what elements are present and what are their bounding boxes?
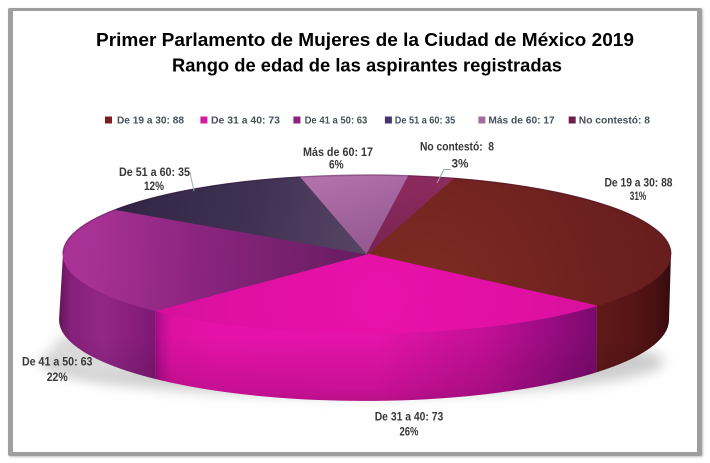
svg-text:Más de 60: 17: Más de 60: 17 bbox=[303, 145, 373, 159]
svg-text:De 19 a 30: 88: De 19 a 30: 88 bbox=[605, 176, 673, 190]
svg-text:De 51 a 60: 35: De 51 a 60: 35 bbox=[395, 116, 456, 127]
svg-text:3%: 3% bbox=[452, 157, 469, 171]
svg-text:De 31 a 40: 73: De 31 a 40: 73 bbox=[375, 410, 444, 424]
svg-text:Primer Parlamento de Mujeres d: Primer Parlamento de Mujeres de la Ciuda… bbox=[96, 30, 634, 50]
svg-text:De 41 a 50: 63: De 41 a 50: 63 bbox=[305, 116, 368, 127]
svg-text:26%: 26% bbox=[400, 425, 419, 439]
svg-text:12%: 12% bbox=[144, 179, 164, 193]
svg-text:22%: 22% bbox=[47, 370, 68, 384]
svg-text:No contestó: 8: No contestó: 8 bbox=[420, 140, 494, 154]
svg-text:De 41 a 50: 63: De 41 a 50: 63 bbox=[22, 355, 93, 369]
svg-text:31%: 31% bbox=[630, 189, 647, 203]
svg-text:6%: 6% bbox=[329, 158, 344, 172]
svg-text:De 51 a 60: 35: De 51 a 60: 35 bbox=[119, 165, 190, 179]
svg-text:No contestó: 8: No contestó: 8 bbox=[579, 116, 651, 127]
svg-text:Más de 60: 17: Más de 60: 17 bbox=[488, 116, 555, 127]
svg-text:De 31 a 40: 73: De 31 a 40: 73 bbox=[211, 116, 280, 127]
svg-text:Rango de edad de las aspirante: Rango de edad de las aspirantes registra… bbox=[172, 56, 562, 76]
svg-text:De 19 a 30: 88: De 19 a 30: 88 bbox=[117, 116, 184, 127]
